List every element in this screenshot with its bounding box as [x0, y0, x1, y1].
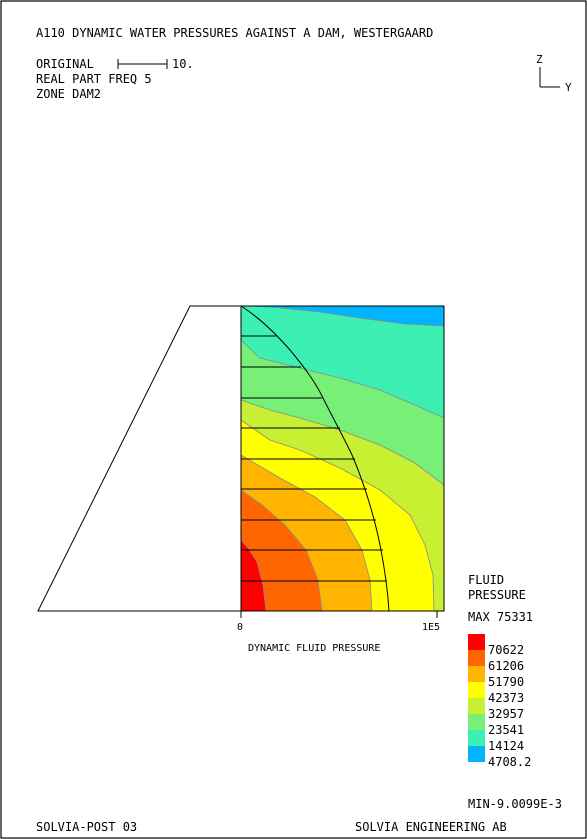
legend-swatch-8	[468, 746, 485, 762]
plot-title: A110 DYNAMIC WATER PRESSURES AGAINST A D…	[36, 26, 433, 40]
legend-level-4: 42373	[488, 691, 524, 705]
legend-min: MIN-9.0099E-3	[468, 797, 562, 811]
legend-swatch-1	[468, 634, 485, 650]
scale-label: ORIGINAL	[36, 57, 94, 71]
legend-level-labels: 70622 61206 51790 42373 32957 23541 14124 4708.…	[488, 643, 531, 769]
legend-swatch-4	[468, 682, 485, 698]
legend-level-2: 61206	[488, 659, 524, 673]
axes-triad	[539, 67, 560, 88]
scale-bar	[117, 59, 168, 69]
legend-level-8: 4708.2	[488, 755, 531, 769]
legend-swatch-7	[468, 730, 485, 746]
legend-title-line1: FLUID	[468, 573, 504, 587]
contour-band-8	[241, 540, 266, 611]
dam-cross-section	[37, 305, 242, 612]
legend-level-1: 70622	[488, 643, 524, 657]
pressure-axis	[240, 611, 438, 618]
triad-y-label: Y	[565, 81, 572, 94]
legend-swatch-2	[468, 650, 485, 666]
pressure-axis-caption: DYNAMIC FLUID PRESSURE	[248, 643, 380, 654]
scale-value: 10.	[172, 57, 194, 71]
pressure-axis-min: 0	[237, 622, 243, 633]
legend-max: MAX 75331	[468, 610, 533, 624]
westergaard-pressure-diagram	[240, 305, 390, 612]
zone-label: ZONE DAM2	[36, 87, 101, 101]
legend-color-scale	[468, 634, 485, 762]
legend-swatch-6	[468, 714, 485, 730]
legend-level-3: 51790	[488, 675, 524, 689]
legend-level-5: 32957	[488, 707, 524, 721]
legend-title-line2: PRESSURE	[468, 588, 526, 602]
footer-right: SOLVIA ENGINEERING AB	[355, 820, 507, 834]
legend-level-6: 23541	[488, 723, 524, 737]
frequency-label: REAL PART FREQ 5	[36, 72, 152, 86]
triad-z-label: Z	[536, 53, 543, 66]
legend-level-7: 14124	[488, 739, 524, 753]
pressure-axis-max: 1E5	[422, 622, 440, 633]
legend-swatch-3	[468, 666, 485, 682]
legend-swatch-5	[468, 698, 485, 714]
footer-left: SOLVIA-POST 03	[36, 820, 137, 834]
